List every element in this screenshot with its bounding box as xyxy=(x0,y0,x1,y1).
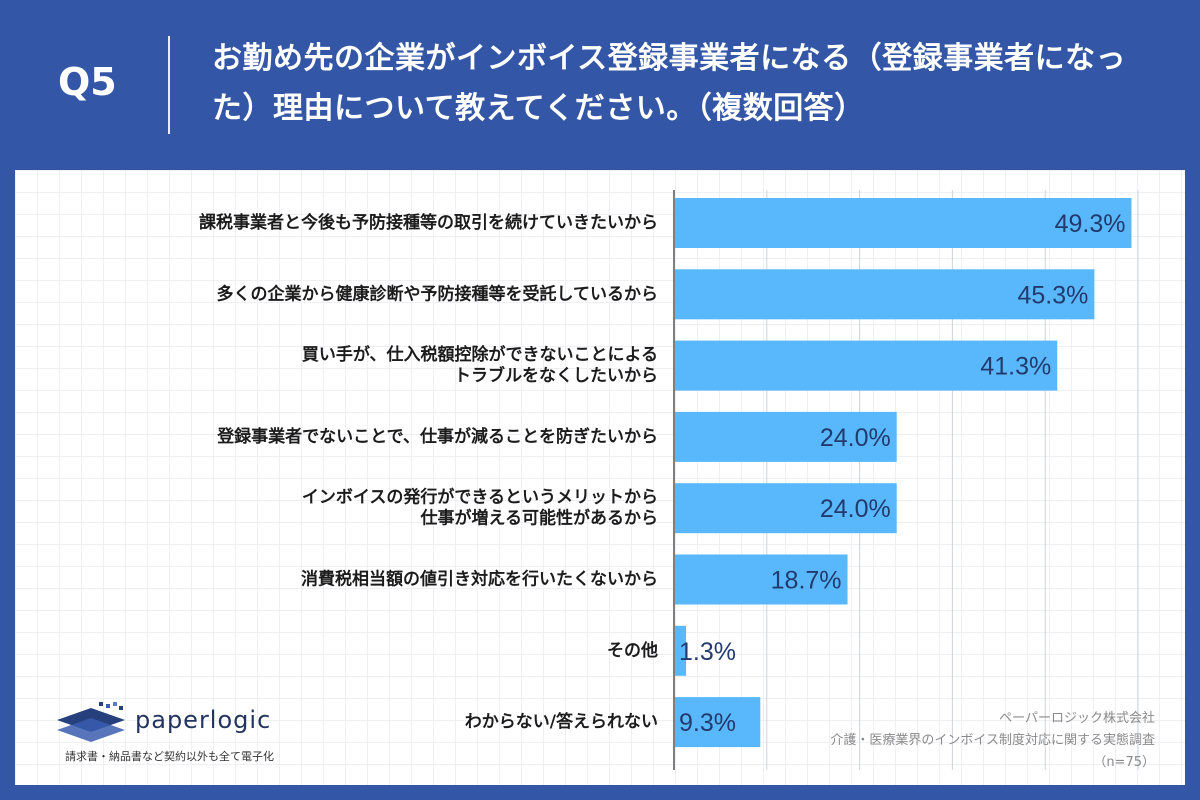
question-number: Q5 xyxy=(58,60,117,104)
bar-chart: 課税事業者と今後も予防接種等の取引を続けていきたいから 49.3% 多くの企業から健… xyxy=(199,190,1139,770)
data-label: 45.3% xyxy=(1017,281,1088,309)
data-label: 41.3% xyxy=(980,353,1051,381)
header: Q5 お勤め先の企業がインボイス登録事業者になる（登録事業者になった）理由につい… xyxy=(0,0,1200,170)
category-label: 消費税相当額の値引き対応を行いたくないから xyxy=(301,569,658,590)
category-label: その他 xyxy=(607,640,658,661)
category-label: インボイスの発行ができるというメリットから xyxy=(302,487,658,508)
source-company: ペーパーロジック株式会社 xyxy=(999,711,1155,726)
bar xyxy=(675,483,897,534)
data-label: 49.3% xyxy=(1055,210,1126,238)
source-sample-size: （n=75） xyxy=(1093,755,1155,770)
bar xyxy=(675,411,897,462)
source-survey: 介護・医療業界のインボイス制度対応に関する実態調査 xyxy=(830,733,1155,748)
category-label: トラブルをなくしたいから xyxy=(454,365,658,386)
bar xyxy=(675,269,1095,320)
source-note: ペーパーロジック株式会社 介護・医療業界のインボイス制度対応に関する実態調査 （… xyxy=(830,708,1155,774)
category-label: 登録事業者でないことで、仕事が減ることを防ぎたいから xyxy=(216,426,658,447)
paperlogic-logo-icon xyxy=(57,702,125,742)
category-label: 仕事が増える可能性があるから xyxy=(420,508,659,529)
chart-panel: 課税事業者と今後も予防接種等の取引を続けていきたいから 49.3% 多くの企業から健… xyxy=(15,170,1185,785)
bar xyxy=(675,625,687,676)
category-label: 課税事業者と今後も予防接種等の取引を続けていきたいから xyxy=(199,212,658,233)
data-label: 24.0% xyxy=(820,495,891,523)
logo-tagline: 請求書・納品書など契約以外も全て電子化 xyxy=(65,750,274,763)
logo-wordmark: paperlogic xyxy=(135,706,272,734)
category-label: 多くの企業から健康診断や予防接種等を受託しているから xyxy=(217,283,659,304)
data-label: 1.3% xyxy=(679,638,736,666)
bar xyxy=(675,697,761,748)
data-label: 18.7% xyxy=(771,567,842,595)
category-label: わからない/答えられない xyxy=(465,711,658,732)
data-label: 9.3% xyxy=(679,709,736,737)
bar xyxy=(675,340,1058,391)
bar xyxy=(675,198,1132,248)
category-label: 買い手が、仕入税額控除ができないことによる xyxy=(302,344,658,365)
header-divider xyxy=(168,36,170,134)
data-label: 24.0% xyxy=(820,424,891,452)
bar xyxy=(675,554,848,605)
question-title: お勤め先の企業がインボイス登録事業者になる（登録事業者になった）理由について教え… xyxy=(212,41,1127,126)
paperlogic-logo: paperlogic 請求書・納品書など契約以外も全て電子化 xyxy=(53,690,283,770)
